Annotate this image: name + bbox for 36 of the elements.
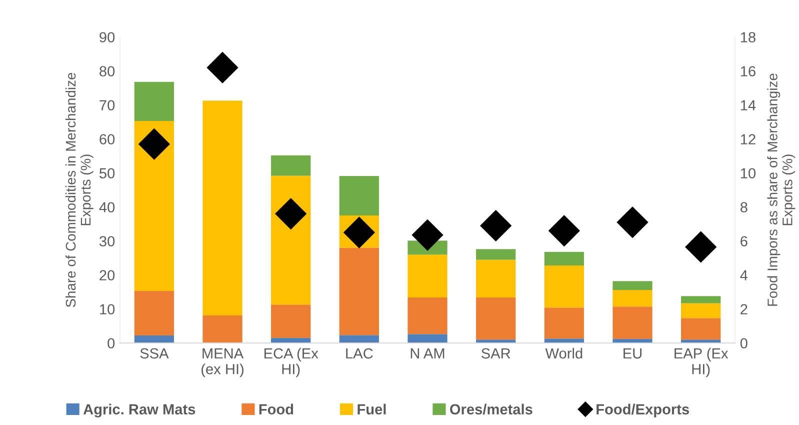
- x-tick-label: EU: [624, 348, 642, 359]
- x-tick-label: EAP (Ex HI): [674, 348, 728, 378]
- y-tick-label: 50: [100, 168, 115, 178]
- y2-tick-label: 0: [740, 338, 748, 348]
- y-tick-label: 40: [99, 202, 115, 212]
- x-tick-label: MENA (ex HI): [202, 348, 244, 378]
- legend-label: Food/Exports: [596, 404, 689, 418]
- y-tick-label: 0: [108, 338, 115, 348]
- y2-tick-label: 4: [740, 270, 748, 280]
- y2-tick-label: 2: [740, 304, 748, 314]
- y2-tick-label: 16: [740, 66, 756, 76]
- y2-tick-label: 8: [740, 202, 748, 212]
- y2-tick-label: 12: [740, 134, 756, 144]
- y2-axis-title: Food Impors as share of Merchangize Exports (%): [767, 74, 796, 306]
- y2-tick-label: 14: [740, 100, 756, 110]
- y2-tick-label: 18: [740, 32, 756, 42]
- y2-tick-label: 6: [740, 236, 748, 246]
- y-tick-label: 20: [100, 270, 115, 280]
- legend-label: Ores/metals: [450, 404, 532, 415]
- legend-label: Fuel: [358, 404, 386, 414]
- x-tick-label: World: [545, 348, 582, 359]
- x-tick-label: SSA: [140, 348, 169, 359]
- legend-label: Food: [259, 404, 294, 414]
- y2-tick-label: 10: [740, 168, 756, 178]
- y-axis-title: Share of Commodities in Merchandize Exports (%): [65, 72, 94, 308]
- y-tick-label: 70: [100, 100, 115, 110]
- x-tick-label: SAR: [482, 348, 510, 359]
- y-tick-label: 90: [100, 32, 115, 42]
- x-tick-label: N AM: [410, 348, 444, 358]
- x-tick-label: LAC: [346, 348, 373, 359]
- x-tick-label: ECA (Ex HI): [264, 348, 318, 378]
- y-tick-label: 60: [100, 134, 115, 144]
- y-tick-label: 10: [100, 304, 115, 314]
- legend-label: Agric. Raw Mats: [83, 404, 196, 418]
- y-tick-label: 30: [99, 236, 115, 246]
- y-tick-label: 80: [100, 66, 115, 76]
